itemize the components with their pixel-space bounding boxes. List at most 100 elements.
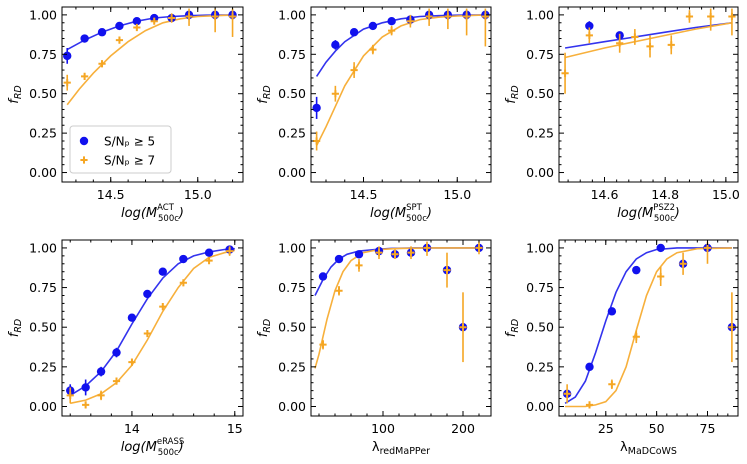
x-axis-label: λMaDCoWS [620, 440, 677, 457]
cross-point [133, 23, 141, 32]
cross-point [150, 17, 158, 25]
cross-point [211, 12, 219, 21]
y-tick-label: 0.50 [526, 320, 554, 335]
y-tick-label: 0.50 [526, 86, 554, 101]
legend-label-2: S/Nₚ ≥ 7 [104, 154, 155, 168]
y-axis-label: fRD [256, 85, 273, 104]
y-tick-label: 0.75 [278, 47, 306, 62]
circle-point [585, 362, 594, 372]
x-tick-label: 15.0 [443, 187, 471, 202]
x-tick-label: 200 [451, 421, 475, 436]
x-axis-label: λredMaPPer [372, 440, 430, 457]
circle-point [656, 243, 665, 253]
circle-point [318, 272, 328, 281]
cross-point [608, 380, 616, 388]
plot-area [314, 241, 484, 369]
circle-point [632, 265, 641, 275]
circle-point [63, 51, 72, 61]
axes-frame [558, 6, 739, 183]
cross-point [407, 249, 415, 257]
cross-point [388, 27, 396, 35]
circle-point [132, 16, 142, 26]
y-axis-label: fRD [504, 85, 521, 104]
circle-point [331, 40, 340, 50]
cross-point [66, 391, 74, 399]
x-tick-label: 14 [124, 421, 140, 436]
cross-point [728, 12, 736, 21]
x-tick-label: 15.0 [184, 187, 212, 202]
circle-point [97, 28, 107, 37]
circle-point [312, 103, 321, 113]
fit-curve-1 [564, 22, 733, 49]
fit-curve-2 [314, 247, 483, 369]
cross-point [98, 60, 106, 68]
y-tick-label: 1.00 [278, 7, 306, 22]
y-tick-label: 1.00 [526, 240, 554, 255]
circle-point [96, 367, 106, 376]
y-tick-label: 0.75 [29, 280, 57, 295]
fit-curve-2 [315, 14, 486, 147]
circle-point [158, 267, 167, 276]
cross-point [561, 69, 569, 77]
x-axis-label: log(MPSZ2 500c) [617, 203, 680, 224]
cross-point [331, 90, 339, 98]
panel-3: 0.00 0.25 0.50 0.75 1.00 14.6 14.8 15.0 fRD log(M… [504, 6, 740, 224]
y-axis-label: fRD [256, 319, 273, 338]
legend-label-1: S/Nₚ ≥ 5 [104, 135, 155, 149]
circle-point [354, 250, 364, 259]
axes-frame [61, 6, 244, 183]
circle-point [585, 21, 594, 31]
circle-point [80, 34, 89, 43]
cross-point [563, 390, 571, 398]
x-tick-label: 50 [649, 421, 665, 436]
panel-6: 0.00 0.25 0.50 0.75 1.00 25 50 75 fRD λMaDCoWS [504, 239, 739, 457]
cross-point [679, 260, 687, 268]
cross-point [313, 137, 321, 145]
circle-point [368, 21, 378, 31]
y-tick-label: 0.75 [29, 47, 57, 62]
cross-point [355, 261, 363, 269]
cross-point [616, 39, 624, 47]
legend: S/Nₚ ≥ 5 S/Nₚ ≥ 7 [69, 125, 172, 174]
cross-point [81, 72, 89, 80]
y-tick-label: 0.50 [29, 320, 57, 335]
y-tick-label: 0.25 [278, 126, 306, 141]
y-axis-label: fRD [7, 85, 24, 104]
x-tick-label: 75 [700, 421, 716, 436]
cross-point [646, 42, 654, 51]
axes-frame [558, 239, 739, 417]
x-tick-label: 14.6 [591, 187, 619, 202]
panel-2: 0.00 0.25 0.50 0.75 1.00 14.5 15.0 fRD log(MSPT 5… [256, 6, 492, 224]
x-tick-label: 100 [371, 421, 395, 436]
fit-curve-1 [315, 14, 486, 77]
y-tick-label: 0.00 [526, 399, 554, 414]
cross-point [159, 302, 167, 311]
circle-point [204, 248, 214, 257]
circle-point [179, 254, 188, 264]
x-axis-label: log(MACT 500c) [121, 203, 184, 224]
cross-point [335, 287, 343, 295]
panel-4: 0.00 0.25 0.50 0.75 1.00 14 15 fRD log(MeRASS 500… [7, 239, 244, 458]
cross-point [667, 41, 675, 49]
cross-point [475, 244, 483, 252]
circle-point [112, 348, 121, 357]
x-tick-label: 14.5 [350, 187, 378, 202]
cross-point [391, 250, 399, 258]
y-tick-label: 0.75 [526, 280, 554, 295]
legend-marker-2 [80, 156, 88, 164]
y-tick-label: 0.50 [29, 86, 57, 101]
circle-point [349, 28, 359, 37]
cross-point [703, 244, 712, 252]
y-tick-label: 1.00 [29, 240, 57, 255]
fit-curve-2 [66, 14, 237, 106]
fit-curve-1 [564, 247, 732, 404]
x-tick-label: 15.0 [712, 187, 740, 202]
y-tick-label: 0.00 [278, 165, 306, 180]
circle-point [81, 383, 90, 392]
x-tick-label: 15 [227, 421, 243, 436]
plot-area [312, 8, 490, 151]
cross-point [369, 45, 377, 54]
legend-marker-1 [79, 136, 89, 146]
x-tick-label: 14.8 [651, 187, 679, 202]
